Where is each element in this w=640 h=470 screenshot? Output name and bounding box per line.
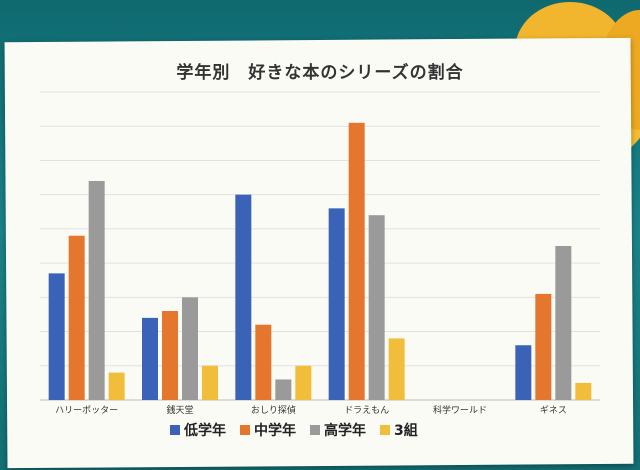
- bar: [235, 194, 252, 400]
- bar: [68, 235, 85, 400]
- bar: [48, 273, 65, 400]
- legend-swatch: [170, 425, 180, 435]
- legend-label: 3組: [394, 423, 418, 439]
- bar: [368, 215, 385, 400]
- bar: [275, 379, 292, 400]
- bar: [108, 372, 125, 400]
- bar: [255, 324, 272, 400]
- x-tick-label: ギネス: [540, 405, 567, 416]
- legend-item: 中学年: [240, 420, 296, 440]
- legend-item: 低学年: [170, 420, 226, 440]
- legend-swatch: [380, 425, 390, 435]
- x-tick-label: ドラえもん: [344, 405, 389, 416]
- bar: [515, 345, 532, 400]
- bar: [328, 208, 345, 400]
- bar: [162, 311, 178, 400]
- chart-title: 学年別 好きな本のシリーズの割合: [176, 63, 464, 83]
- legend-swatch: [310, 425, 320, 435]
- x-tick-label: 科学ワールド: [433, 404, 487, 416]
- bar: [575, 382, 592, 400]
- bar: [202, 365, 218, 400]
- bar: [388, 338, 405, 400]
- bar: [142, 317, 158, 400]
- legend-label: 高学年: [324, 423, 366, 439]
- x-tick-label: ハリーポッター: [55, 405, 118, 416]
- legend-label: 低学年: [184, 423, 226, 439]
- bar: [295, 365, 312, 400]
- x-tick-label: 銭天堂: [166, 404, 193, 416]
- bar: [535, 293, 552, 400]
- legend-item: 高学年: [310, 420, 366, 440]
- bar: [348, 122, 365, 401]
- legend-label: 中学年: [254, 423, 296, 439]
- chart-legend: 低学年 中学年 高学年 3組: [170, 418, 470, 442]
- bar: [182, 297, 198, 400]
- bar: [88, 180, 105, 400]
- legend-item: 3組: [380, 420, 418, 440]
- bar: [555, 246, 572, 400]
- x-tick-label: おしり探偵: [251, 404, 296, 416]
- legend-swatch: [240, 425, 250, 435]
